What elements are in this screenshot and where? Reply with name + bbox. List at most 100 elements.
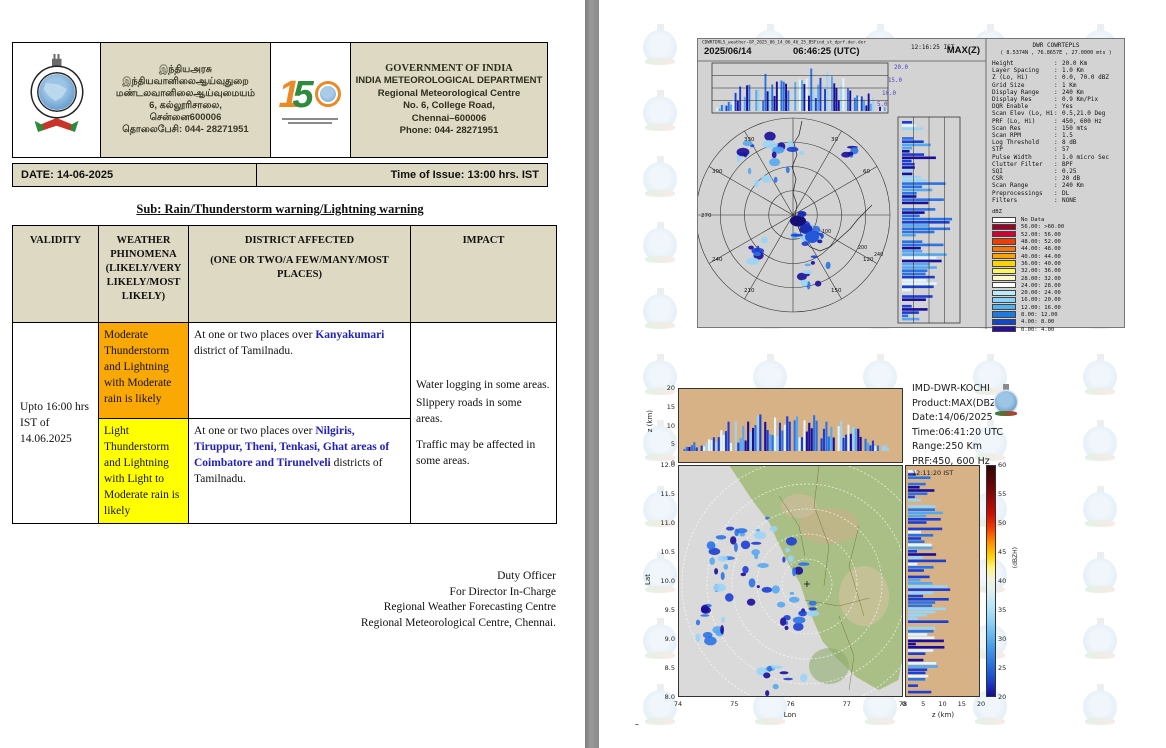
- tick-label: 5: [921, 700, 926, 708]
- parameter-value: 1 Km: [1062, 81, 1077, 89]
- legend-range-label: 52.00: 56.00: [1021, 231, 1061, 238]
- imd-ribbon: [995, 411, 1017, 416]
- parameter-colon: [1054, 103, 1062, 110]
- watermark-imd-logo: [643, 222, 677, 263]
- tamil-address-line: இந்தியஅரசு: [159, 64, 212, 75]
- issue-time: Time of Issue: 13:00 hrs. IST: [390, 169, 539, 181]
- parameter-value: 0.5,21.0 Deg: [1062, 110, 1106, 118]
- signature-line: Duty Officer: [497, 570, 556, 582]
- height-scale-label: 15.0: [888, 78, 902, 84]
- parameter-colon: [1054, 60, 1062, 67]
- parameter-value: Yes: [1062, 103, 1073, 111]
- tick-label: 9.5: [664, 606, 675, 614]
- legend-range-label: 56.00: >60.00: [1021, 223, 1065, 231]
- parameter-colon: [1054, 74, 1062, 81]
- tick-label: 9.0: [664, 635, 675, 643]
- page-number-dash: -: [635, 718, 639, 730]
- parameter-colon: [1054, 197, 1062, 204]
- azimuth-label: 120: [863, 257, 874, 263]
- parameter-label: STP: [992, 146, 1003, 154]
- parameter-label: Height: [992, 60, 1014, 67]
- parameter-label: Display Range: [992, 88, 1039, 96]
- lon-height-panel: [678, 388, 903, 463]
- impact-line: Water logging in some areas.: [416, 379, 550, 391]
- parameter-colon: [1054, 190, 1062, 197]
- radar-parameter-row: DQR Enable Yes: [992, 103, 1124, 110]
- district-highlight: Nilgiris, Tiruppur, Theni, Tenkasi, Ghat…: [194, 425, 390, 469]
- legend-row: 28.00: 32.00: [992, 274, 1124, 281]
- parameter-value: 0.0, 70.0 dBZ: [1062, 74, 1109, 82]
- english-address-line: No. 6, College Road,: [403, 100, 495, 112]
- parameter-value: 240 Km: [1062, 182, 1084, 190]
- letterhead: இந்தியஅரசு இந்தியவானிலைஆய்வுதுறை மண்டலவானி…: [12, 42, 548, 158]
- parameter-label: Preprocessings: [992, 189, 1043, 197]
- radar-info-line: Time:06:41:20 UTC: [912, 426, 1003, 438]
- radar-parameter-row: Grid Size 1 Km: [992, 82, 1124, 89]
- parameter-value: 8 dB: [1062, 139, 1077, 147]
- tamil-address-line: சென்னை600006: [149, 112, 222, 123]
- legend-color-swatch: [992, 260, 1016, 267]
- radar-parameter-row: STP 57: [992, 146, 1124, 153]
- parameter-colon: [1054, 154, 1062, 161]
- radar-parameter-row: PRF (Lo, Hi) 450, 600 Hz: [992, 118, 1124, 125]
- district-suffix: district of Tamilnadu.: [194, 345, 293, 357]
- watermark-imd-logo: [1083, 552, 1117, 593]
- parameter-value: 1.0 Km: [1062, 67, 1084, 75]
- radar-parameter-row: Scan Range 240 Km: [992, 182, 1124, 189]
- azimuth-label: 150: [831, 288, 842, 294]
- legend-range-label: 16.00: 20.00: [1021, 296, 1061, 304]
- legend-range-label: 20.00: 24.00: [1021, 289, 1061, 296]
- parameter-label: Z (Lo, Hi): [992, 74, 1029, 82]
- parameter-colon: [1054, 82, 1062, 89]
- radar-page: CDWRTDRLS_weather-GP_2025_06_14_06_46_25…: [599, 0, 1166, 748]
- letterhead-english-cell: GOVERNMENT OF INDIA INDIA METEOROLOGICAL…: [351, 43, 547, 157]
- legend-range-label: 12.00: 16.00: [1021, 303, 1061, 311]
- legend-row: 44.00: 48.00: [992, 245, 1124, 252]
- issue-date: DATE: 14-06-2025: [13, 164, 257, 186]
- col-header-district: DISTRICT AFFECTED (ONE OR TWO/A FEW/MANY…: [188, 225, 411, 323]
- legend-color-swatch: [992, 296, 1016, 303]
- map-panel: [678, 458, 933, 725]
- parameter-value: 240 Km: [1062, 88, 1084, 96]
- parameter-value: 57: [1062, 146, 1070, 154]
- english-address-line: Regional Meteorological Centre: [377, 87, 521, 99]
- impact-cell: Water logging in some areas. Slippery ro…: [410, 322, 557, 524]
- radar-filename: CDWRTDRLS_weather-GP_2025_06_14_06_46_25…: [702, 40, 866, 46]
- radar-info-line: IMD-DWR-KOCHI: [912, 383, 990, 394]
- parameter-label: Grid Size: [992, 81, 1025, 89]
- ashoka-emblem-icon: [1003, 384, 1009, 391]
- 150-digit-1: 1: [278, 74, 300, 116]
- parameter-label: Scan Range: [992, 182, 1029, 190]
- radar-ppi-graphic: 330 30 300 60 270 240 210 150 120 100 20…: [698, 39, 987, 329]
- legend-row: 20.00: 24.00: [992, 289, 1124, 296]
- radar-parameter-row: Layer Spacing 1.0 Km: [992, 67, 1124, 74]
- legend-row: 24.00: 28.00: [992, 282, 1124, 289]
- azimuth-label: 240: [712, 257, 723, 263]
- parameter-colon: [1054, 118, 1062, 125]
- warning-table: VALIDITY WEATHER PHINOMENA (LIKELY/VERY …: [12, 225, 557, 524]
- radar-info-line: PRF:450, 600 Hz: [912, 455, 990, 467]
- 150-tagline-2: [287, 122, 332, 124]
- page-gutter: [585, 0, 599, 748]
- tick-label: 10: [666, 421, 675, 430]
- legend-range-label: 8.00: 12.00: [1021, 311, 1058, 318]
- tick-label: 0: [670, 459, 675, 467]
- radar-image-kochi: IMD-DWR-KOCHI Product:MAX(DBZ) Date:14/06/…: [644, 352, 1049, 725]
- parameter-colon: [1054, 139, 1062, 146]
- legend-row: 32.00: 36.00: [992, 267, 1124, 274]
- radar-parameter-row: Pulse Width 1.0 micro Sec: [992, 154, 1124, 161]
- watermark-imd-logo: [643, 288, 677, 329]
- tick-label: 45: [998, 548, 1007, 556]
- imd-emblem-icon: [31, 54, 83, 146]
- colorbar-ticks: 60 55 50 45 40 35 30 25 20: [998, 461, 1010, 701]
- letterhead-logo-cell: [13, 43, 101, 157]
- tick-label: 74: [673, 700, 683, 708]
- parameter-label: Scan Elev (Lo, Hi): [992, 110, 1054, 118]
- watermark-imd-logo: [1083, 618, 1117, 659]
- parameter-value: 450, 600 Hz: [1062, 117, 1102, 125]
- legend-color-swatch: [992, 311, 1016, 318]
- district-cell-row1: At one or two places over Kanyakumari di…: [188, 322, 411, 419]
- parameter-label: DQR Enable: [992, 103, 1029, 111]
- lon-height-echoes: [683, 414, 889, 451]
- azimuth-label: 330: [744, 137, 755, 143]
